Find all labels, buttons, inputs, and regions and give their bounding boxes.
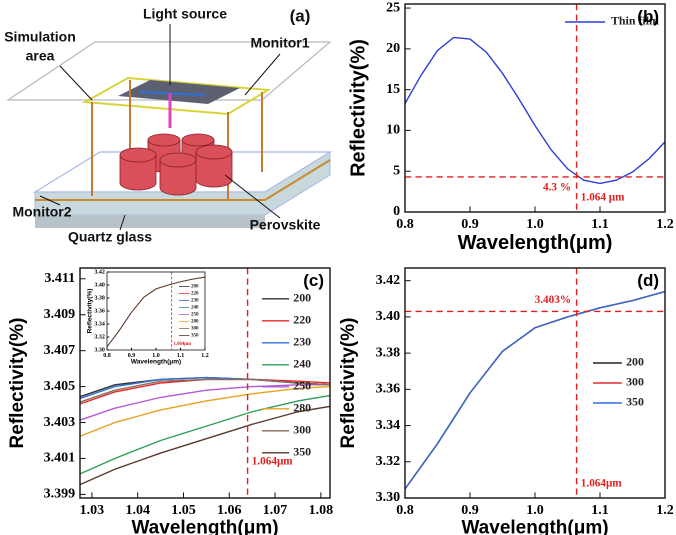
y-axis-label: Reflectivity(%) bbox=[87, 289, 94, 334]
diagram-label: Monitor1 bbox=[250, 35, 309, 51]
x-tick-label: 0.8 bbox=[103, 353, 111, 359]
legend-label: 240 bbox=[293, 357, 311, 371]
legend-label: 250 bbox=[191, 312, 199, 318]
x-tick-label: 1.04 bbox=[125, 503, 150, 518]
diagram-label: Light source bbox=[143, 6, 227, 22]
marker-label: 1.064μm bbox=[173, 342, 191, 347]
legend-label: 200 bbox=[626, 355, 644, 369]
x-tick-label: 1.06 bbox=[217, 503, 242, 518]
plot-area bbox=[405, 4, 665, 212]
legend-label: 300 bbox=[626, 375, 644, 389]
panel-label: (c) bbox=[303, 271, 324, 290]
y-tick-label: 3.36 bbox=[94, 308, 105, 314]
x-axis-label: Wavelength(μm) bbox=[131, 518, 278, 535]
x-axis-label: Wavelength(μm) bbox=[458, 232, 613, 254]
marker-label: 4.3 % bbox=[543, 182, 571, 194]
diagram-label: Perovskite bbox=[250, 217, 321, 233]
y-tick-label: 0 bbox=[393, 204, 400, 219]
x-tick-label: 1.03 bbox=[80, 503, 105, 518]
legend-label: 200 bbox=[293, 291, 311, 305]
legend-label: 220 bbox=[293, 313, 311, 327]
perovskite-cylinders bbox=[120, 134, 232, 195]
y-tick-label: 3.30 bbox=[94, 347, 105, 353]
y-tick-label: 3.34 bbox=[94, 321, 105, 327]
x-axis-label: Wavelength(μm) bbox=[131, 358, 181, 365]
y-tick-label: 3.403 bbox=[44, 415, 76, 430]
y-tick-label: 3.30 bbox=[376, 490, 401, 505]
y-axis-label: Reflectivity(%) bbox=[338, 318, 359, 449]
panel-label: (b) bbox=[637, 7, 659, 26]
y-tick-label: 20 bbox=[386, 41, 400, 56]
x-tick-label: 1.08 bbox=[309, 503, 334, 518]
legend-label: 240 bbox=[191, 305, 199, 311]
x-tick-label: 1.0 bbox=[526, 217, 544, 232]
panel-label: (d) bbox=[637, 271, 659, 290]
x-axis-label: Wavelength(μm) bbox=[461, 518, 608, 535]
y-tick-label: 5 bbox=[393, 163, 400, 178]
legend-label: 350 bbox=[191, 333, 199, 339]
y-tick-label: 3.40 bbox=[94, 282, 105, 288]
x-tick-label: 1.07 bbox=[263, 503, 288, 518]
legend-label: 300 bbox=[191, 326, 199, 332]
diagram-label: Monitor2 bbox=[12, 204, 71, 220]
y-tick-label: 25 bbox=[386, 0, 400, 15]
y-tick-label: 3.405 bbox=[44, 379, 76, 394]
y-tick-label: 3.34 bbox=[376, 418, 401, 433]
marker-label: 1.064μm bbox=[252, 456, 294, 468]
x-tick-label: 1.2 bbox=[201, 353, 209, 359]
y-tick-label: 15 bbox=[386, 82, 400, 97]
y-tick-label: 3.411 bbox=[44, 271, 75, 286]
y-axis-label: Reflectivity(%) bbox=[7, 318, 28, 449]
y-tick-label: 3.407 bbox=[44, 343, 76, 358]
y-tick-label: 3.38 bbox=[94, 295, 105, 301]
y-tick-label: 3.40 bbox=[376, 309, 401, 324]
marker-label: 1.064 μm bbox=[581, 192, 625, 204]
y-tick-label: 3.38 bbox=[376, 345, 401, 360]
legend-label: 220 bbox=[191, 291, 199, 297]
y-tick-label: 3.399 bbox=[44, 487, 76, 502]
diagram-label: area bbox=[26, 48, 55, 64]
y-tick-label: 10 bbox=[386, 123, 400, 138]
legend-label: 350 bbox=[293, 445, 311, 459]
y-tick-label: 3.409 bbox=[44, 307, 76, 322]
y-tick-label: 3.36 bbox=[376, 382, 401, 397]
y-tick-label: 3.401 bbox=[44, 451, 76, 466]
y-tick-label: 3.32 bbox=[94, 334, 105, 340]
diagram-label: Quartz glass bbox=[68, 229, 152, 245]
x-tick-label: 1.2 bbox=[656, 503, 674, 518]
legend-label: 350 bbox=[626, 395, 644, 409]
figure: Light source (a) Simulation area Monitor… bbox=[0, 0, 676, 535]
legend-label: 250 bbox=[293, 379, 311, 393]
y-tick-label: 3.32 bbox=[376, 454, 401, 469]
legend-label: 230 bbox=[293, 335, 311, 349]
x-tick-label: 0.9 bbox=[461, 503, 479, 518]
simulation-diagram: Light source (a) Simulation area Monitor… bbox=[4, 6, 330, 245]
legend-label: 230 bbox=[191, 298, 199, 304]
x-tick-label: 1.1 bbox=[591, 503, 609, 518]
x-tick-label: 0.9 bbox=[461, 217, 479, 232]
diagram-label: Simulation bbox=[4, 29, 76, 45]
legend-label: 280 bbox=[293, 401, 311, 415]
panel-label: (a) bbox=[290, 6, 311, 25]
x-tick-label: 1.1 bbox=[591, 217, 609, 232]
legend-label: 280 bbox=[191, 319, 199, 325]
y-axis-label: Reflectivity(%) bbox=[347, 39, 369, 177]
x-tick-label: 1.0 bbox=[526, 503, 544, 518]
x-tick-label: 1.2 bbox=[656, 217, 674, 232]
x-tick-label: 1.05 bbox=[171, 503, 196, 518]
marker-label: 3.403% bbox=[535, 294, 571, 306]
marker-label: 1.064μm bbox=[581, 478, 623, 490]
legend-label: 200 bbox=[191, 284, 199, 290]
y-tick-label: 3.42 bbox=[94, 269, 105, 275]
legend-label: 300 bbox=[293, 423, 311, 437]
y-tick-label: 3.42 bbox=[376, 273, 401, 288]
